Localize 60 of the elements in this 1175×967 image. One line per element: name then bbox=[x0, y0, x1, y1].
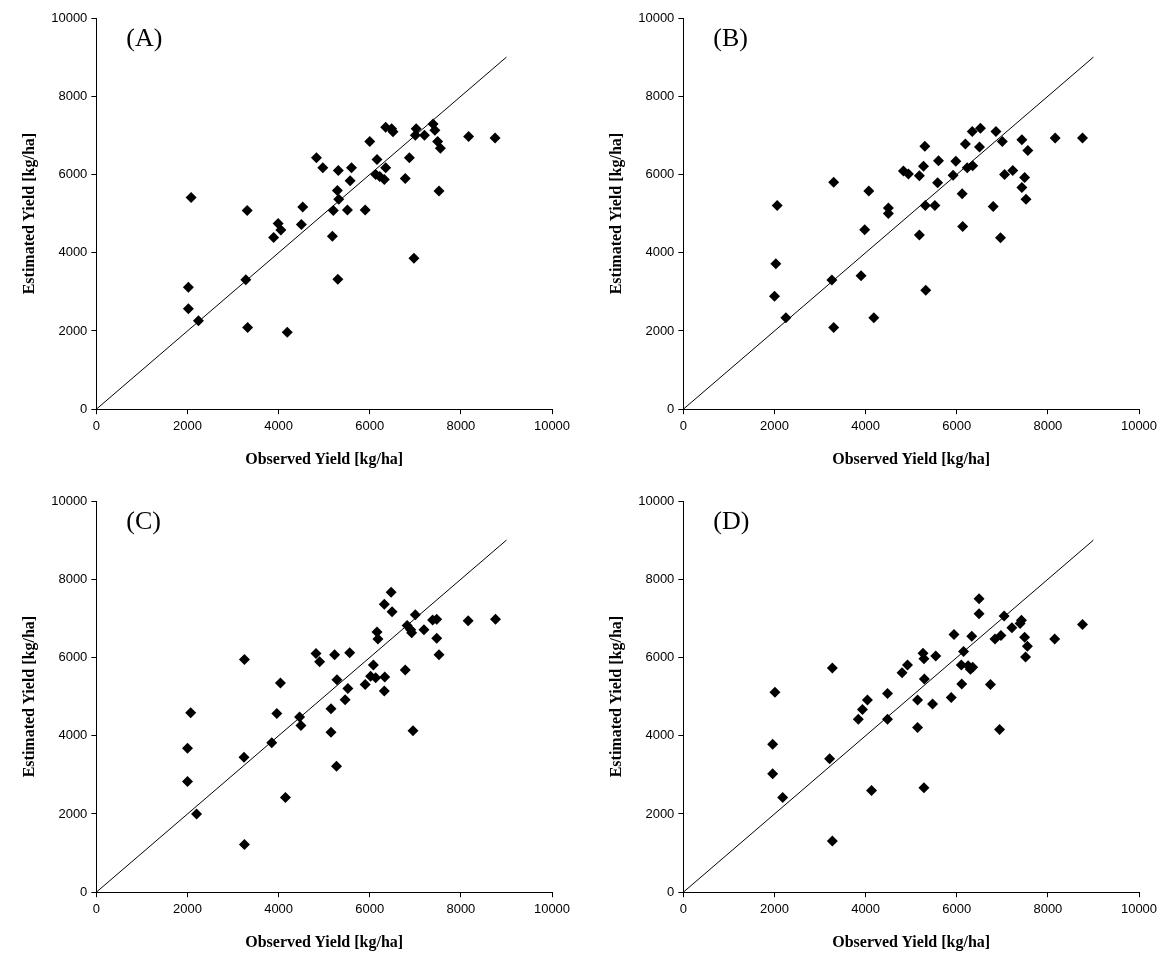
y-axis-title: Estimated Yield [kg/ha] bbox=[19, 615, 38, 778]
x-tick-label: 2000 bbox=[760, 900, 789, 916]
y-tick-label: 4000 bbox=[58, 244, 88, 260]
y-tick-label: 6000 bbox=[645, 649, 675, 665]
y-tick-label: 2000 bbox=[645, 322, 675, 338]
y-tick-label: 10000 bbox=[638, 492, 675, 508]
x-tick-label: 10000 bbox=[533, 900, 571, 916]
y-tick-label: 8000 bbox=[645, 87, 675, 103]
x-axis-title: Observed Yield [kg/ha] bbox=[245, 449, 404, 468]
chart-title: (D) bbox=[713, 505, 750, 535]
x-tick-label: 10000 bbox=[533, 417, 571, 433]
y-tick-label: 2000 bbox=[58, 805, 88, 821]
x-tick-label: 0 bbox=[679, 417, 687, 433]
x-tick-label: 8000 bbox=[1033, 417, 1063, 433]
y-tick-label: 2000 bbox=[58, 322, 88, 338]
y-tick-label: 4000 bbox=[645, 244, 675, 260]
x-tick-label: 0 bbox=[92, 900, 100, 916]
x-tick-label: 4000 bbox=[264, 900, 294, 916]
chart-title: (C) bbox=[126, 505, 162, 535]
x-tick-label: 4000 bbox=[851, 417, 881, 433]
x-tick-label: 6000 bbox=[942, 900, 972, 916]
y-tick-label: 10000 bbox=[51, 492, 88, 508]
y-axis-title: Estimated Yield [kg/ha] bbox=[606, 132, 625, 295]
x-tick-label: 2000 bbox=[173, 417, 202, 433]
y-tick-label: 6000 bbox=[58, 166, 88, 182]
y-tick-label: 0 bbox=[80, 400, 88, 416]
x-tick-label: 8000 bbox=[446, 900, 476, 916]
y-tick-label: 10000 bbox=[51, 9, 88, 25]
x-axis-title: Observed Yield [kg/ha] bbox=[832, 932, 991, 951]
y-tick-label: 2000 bbox=[645, 805, 675, 821]
x-tick-label: 6000 bbox=[355, 900, 385, 916]
y-tick-label: 4000 bbox=[645, 727, 675, 743]
y-tick-label: 6000 bbox=[58, 649, 88, 665]
chart-title: (A) bbox=[126, 22, 163, 52]
y-axis-title: Estimated Yield [kg/ha] bbox=[19, 132, 38, 295]
x-axis-title: Observed Yield [kg/ha] bbox=[832, 449, 991, 468]
y-tick-label: 0 bbox=[667, 883, 675, 899]
y-tick-label: 0 bbox=[667, 400, 675, 416]
y-tick-label: 6000 bbox=[645, 166, 675, 182]
chart-title: (B) bbox=[713, 22, 749, 52]
y-tick-label: 10000 bbox=[638, 9, 675, 25]
x-tick-label: 2000 bbox=[173, 900, 202, 916]
x-tick-label: 6000 bbox=[942, 417, 972, 433]
x-tick-label: 0 bbox=[92, 417, 100, 433]
y-tick-label: 0 bbox=[80, 883, 88, 899]
y-tick-label: 8000 bbox=[645, 570, 675, 586]
x-tick-label: 0 bbox=[679, 900, 687, 916]
x-tick-label: 8000 bbox=[1033, 900, 1063, 916]
x-axis-title: Observed Yield [kg/ha] bbox=[245, 932, 404, 951]
x-tick-label: 10000 bbox=[1120, 417, 1158, 433]
y-tick-label: 4000 bbox=[58, 727, 88, 743]
x-tick-label: 2000 bbox=[760, 417, 789, 433]
x-tick-label: 4000 bbox=[851, 900, 881, 916]
x-tick-label: 10000 bbox=[1120, 900, 1158, 916]
y-tick-label: 8000 bbox=[58, 570, 88, 586]
x-tick-label: 4000 bbox=[264, 417, 294, 433]
x-tick-label: 6000 bbox=[355, 417, 385, 433]
y-axis-title: Estimated Yield [kg/ha] bbox=[606, 615, 625, 778]
y-tick-label: 8000 bbox=[58, 87, 88, 103]
x-tick-label: 8000 bbox=[446, 417, 476, 433]
